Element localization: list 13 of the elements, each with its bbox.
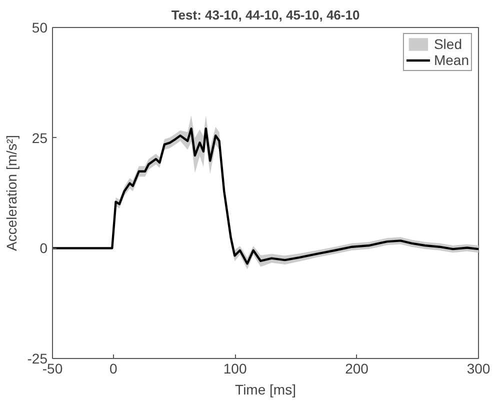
y-tick-label: 0 bbox=[40, 240, 48, 256]
y-tick-label: -25 bbox=[27, 350, 48, 366]
x-tick-label: 200 bbox=[345, 360, 369, 376]
y-tick-label: 50 bbox=[32, 20, 48, 36]
x-tick-label: 100 bbox=[223, 360, 247, 376]
y-axis-title: Acceleration [m/s²] bbox=[3, 135, 20, 251]
x-axis-title: Time [ms] bbox=[235, 382, 296, 398]
y-tick-label: 25 bbox=[32, 130, 48, 146]
legend-label: Sled bbox=[434, 36, 462, 52]
x-tick-label: 300 bbox=[466, 360, 490, 376]
x-tick-label: 0 bbox=[109, 360, 118, 376]
legend-label: Mean bbox=[434, 52, 469, 68]
chart-title: Test: 43-10, 44-10, 45-10, 46-10 bbox=[171, 8, 360, 22]
